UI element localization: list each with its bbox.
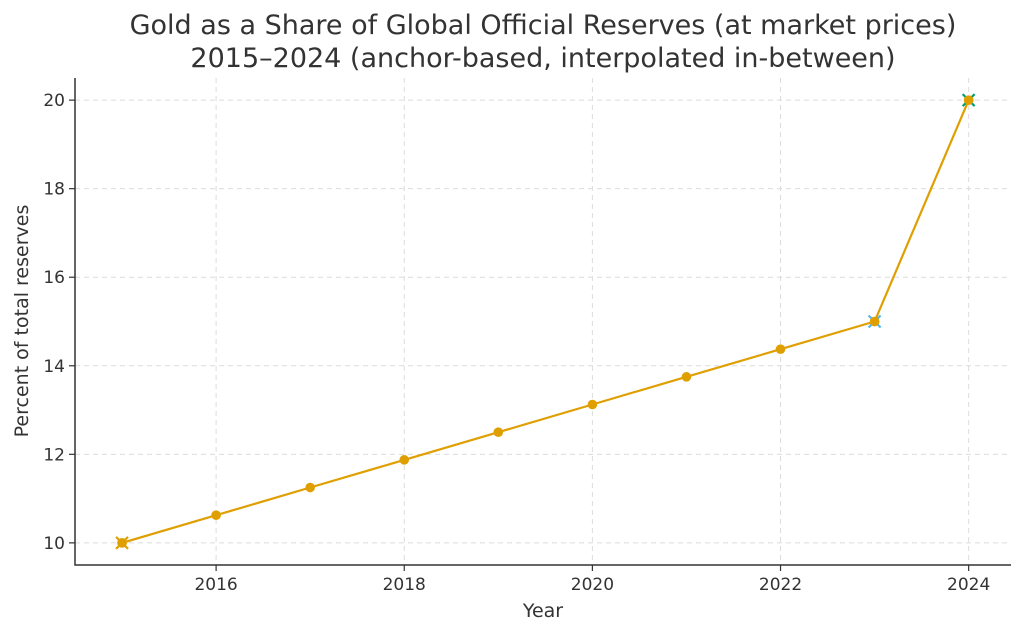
series-line [121, 99, 970, 544]
y-tick-label: 20 [43, 91, 65, 111]
x-tick-label: 2020 [571, 575, 614, 595]
data-point-2022 [775, 344, 786, 354]
x-tick-label: 2018 [383, 575, 426, 595]
y-axis-label: Percent of total reserves [11, 205, 33, 438]
data-point-2020 [587, 399, 598, 410]
anchors [115, 93, 976, 550]
anchor-point-2024 [963, 95, 974, 105]
chart-subtitle: 2015–2024 (anchor-based, interpolated in… [190, 43, 895, 74]
y-tick-label: 14 [43, 357, 65, 377]
x-axis-label: Year [522, 600, 563, 622]
series [117, 95, 974, 548]
x-tick-label: 2024 [947, 575, 990, 595]
axis-spines [74, 78, 1011, 566]
axes: 2016 2018 2020 2022 2024 10 12 14 16 18 20 [43, 78, 1011, 595]
y-tick-label: 10 [43, 534, 65, 554]
y-tick-label: 16 [43, 268, 65, 288]
y-tick-label: 12 [43, 445, 65, 465]
data-point-2016 [211, 510, 221, 520]
grid [75, 78, 1011, 565]
data-point-2021 [681, 372, 692, 382]
anchor-point-2023 [869, 316, 880, 327]
x-tick-label: 2016 [194, 575, 237, 595]
data-point-2017 [305, 482, 315, 493]
x-tick-label: 2022 [759, 575, 802, 595]
chart-title: Gold as a Share of Global Official Reser… [130, 10, 957, 41]
y-tick-label: 18 [43, 180, 65, 200]
data-point-2018 [399, 455, 410, 465]
data-point-2019 [493, 427, 504, 437]
anchor-point-2015 [117, 538, 127, 548]
